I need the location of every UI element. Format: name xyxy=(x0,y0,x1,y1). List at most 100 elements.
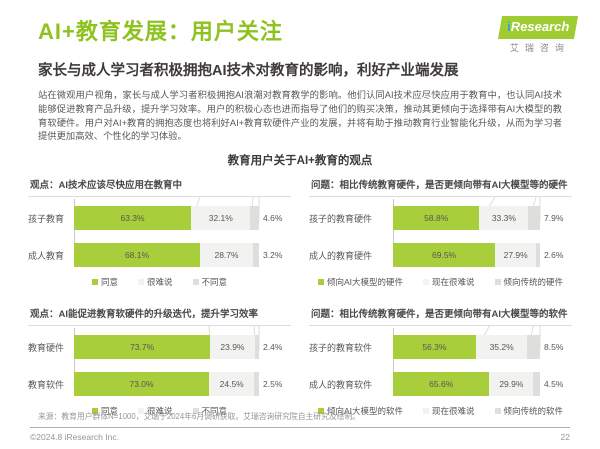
stacked-bar: 56.3% 35.2% xyxy=(393,335,540,359)
legend-swatch xyxy=(494,279,501,285)
last-segment-value: 2.5% xyxy=(263,379,283,389)
chart-plot-area: 孩子的教育硬件 58.8% 33.3% 7.9% 成人的教育硬件 69.5% 27.9% 2.… xyxy=(309,197,572,267)
section-title: 教育用户关于AI+教育的观点 xyxy=(227,155,373,167)
legend-item: 同意 xyxy=(91,276,118,288)
bar-segment: 73.7% xyxy=(74,335,211,359)
legend-swatch xyxy=(494,408,501,414)
legend-swatch xyxy=(317,408,324,414)
bar-row: 教育软件 73.0% 24.5% 2.5% xyxy=(28,372,291,396)
last-segment-value: 3.2% xyxy=(263,250,283,260)
stacked-bar: 68.1% 28.7% xyxy=(74,243,259,267)
bar-segment: 35.2% xyxy=(475,335,528,359)
bar-segment xyxy=(250,206,259,230)
bar-segment: 68.1% xyxy=(74,243,200,267)
bar-segment: 58.8% xyxy=(393,206,480,230)
iresearch-logo-text: iResearch xyxy=(507,19,569,34)
bar-segment xyxy=(528,206,540,230)
legend-item: 现在很难说 xyxy=(423,276,475,288)
bar-segment: 73.0% xyxy=(74,372,210,396)
chart-title: 问题：相比传统教育硬件，是否更倾向带有AI大模型等的软件 xyxy=(309,306,572,326)
chart-ai-apply-in-education: 观点：AI技术应该尽快应用在教育中 孩子教育 63.3% 32.1% 4.6% 成人教育… xyxy=(28,177,291,288)
legend-swatch xyxy=(91,408,98,414)
legend-swatch xyxy=(137,408,144,414)
bar-row: 成人教育 68.1% 28.7% 3.2% xyxy=(28,243,291,267)
bar-segment xyxy=(254,335,259,359)
stacked-bar: 65.6% 29.9% xyxy=(393,372,540,396)
stacked-bar: 73.7% 23.9% xyxy=(74,335,259,359)
bar-segment: 69.5% xyxy=(393,243,496,267)
bar-segment: 29.9% xyxy=(489,372,534,396)
legend-swatch xyxy=(137,279,144,285)
chart-legend: 倾向AI大模型的硬件 现在很难说 倾向传统的硬件 xyxy=(309,276,572,288)
chart-title: 观点：AI技术应该尽快应用在教育中 xyxy=(28,177,291,197)
chart-legend: 同意 很难说 不同意 xyxy=(28,276,291,288)
footer: 来源：教育用户群体N=1000，艾瑞于2024年6月调研获取。艾瑞咨询研究院自主… xyxy=(0,411,600,442)
category-label: 孩子的教育软件 xyxy=(309,342,373,353)
copyright-text: ©2024.8 iResearch Inc. xyxy=(30,432,119,442)
footer-divider xyxy=(30,427,570,428)
chart-legend: 倾向AI大模型的软件 现在很难说 倾向传统的软件 xyxy=(309,405,572,417)
bar-segment xyxy=(527,335,540,359)
stacked-bar: 73.0% 24.5% xyxy=(74,372,259,396)
bar-segment xyxy=(253,243,259,267)
bar-row: 成人的教育软件 65.6% 29.9% 4.5% xyxy=(309,372,572,396)
category-label: 教育硬件 xyxy=(28,342,65,353)
bar-row: 孩子的教育软件 56.3% 35.2% 8.5% xyxy=(309,335,572,359)
legend-item: 不同意 xyxy=(192,405,227,417)
stacked-bar: 63.3% 32.1% xyxy=(74,206,259,230)
charts-grid: 观点：AI技术应该尽快应用在教育中 孩子教育 63.3% 32.1% 4.6% 成人教育… xyxy=(28,177,572,417)
bar-segment: 56.3% xyxy=(393,335,476,359)
stacked-bar: 58.8% 33.3% xyxy=(393,206,540,230)
legend-item: 现在很难说 xyxy=(423,405,475,417)
category-label: 教育软件 xyxy=(28,379,65,390)
last-segment-value: 8.5% xyxy=(544,342,564,352)
bar-row: 成人的教育硬件 69.5% 27.9% 2.6% xyxy=(309,243,572,267)
chart-ai-upgrade-efficiency: 观点：AI能促进教育软硬件的升级迭代，提升学习效率 教育硬件 73.7% 23.9%… xyxy=(28,306,291,417)
chart-hardware-preference: 问题：相比传统教育硬件，是否更倾向带有AI大模型等的硬件 孩子的教育硬件 58.8… xyxy=(309,177,572,288)
logo-chinese-name: 艾瑞咨询 xyxy=(509,43,570,53)
bar-segment xyxy=(533,372,540,396)
bar-segment: 27.9% xyxy=(495,243,537,267)
legend-item: 倾向传统的软件 xyxy=(494,405,563,417)
legend-swatch xyxy=(91,279,98,285)
legend-item: 很难说 xyxy=(137,405,173,417)
last-segment-value: 7.9% xyxy=(544,213,564,223)
bar-row: 孩子教育 63.3% 32.1% 4.6% xyxy=(28,206,291,230)
intro-paragraph: 站在微观用户视角，家长与成人学习者积极拥抱AI浪潮对教育教学的影响。他们认同AI… xyxy=(38,90,562,142)
page-subtitle: 家长与成人学习者积极拥抱AI技术对教育的影响，利好产业端发展 xyxy=(38,63,459,79)
bar-segment: 32.1% xyxy=(191,206,251,230)
legend-swatch xyxy=(423,279,429,285)
bar-segment: 24.5% xyxy=(209,372,255,396)
legend-swatch xyxy=(192,279,199,285)
bar-segment: 63.3% xyxy=(74,206,192,230)
chart-plot-area: 孩子的教育软件 56.3% 35.2% 8.5% 成人的教育软件 65.6% 29.9% 4.… xyxy=(309,326,572,396)
header: AI+教育发展：用户关注 iResearch 艾瑞咨询 xyxy=(0,0,600,54)
category-label: 孩子教育 xyxy=(28,213,65,224)
legend-item: 同意 xyxy=(91,405,118,417)
source-note: 来源：教育用户群体N=1000，艾瑞于2024年6月调研获取。艾瑞咨询研究院自主… xyxy=(38,412,361,421)
category-label: 孩子的教育硬件 xyxy=(309,213,373,224)
bar-segment: 33.3% xyxy=(479,206,529,230)
legend-item: 倾向AI大模型的软件 xyxy=(317,405,403,417)
last-segment-value: 2.6% xyxy=(544,250,564,260)
chart-legend: 同意 很难说 不同意 xyxy=(28,405,291,417)
page-title: AI+教育发展：用户关注 xyxy=(38,19,283,44)
legend-item: 不同意 xyxy=(192,276,227,288)
logo-brand-text: Research xyxy=(510,19,570,34)
chart-title: 问题：相比传统教育硬件，是否更倾向带有AI大模型等的硬件 xyxy=(309,177,572,197)
bar-segment xyxy=(254,372,259,396)
legend-item: 倾向传统的硬件 xyxy=(494,276,563,288)
chart-software-preference: 问题：相比传统教育硬件，是否更倾向带有AI大模型等的软件 孩子的教育软件 56.3… xyxy=(309,306,572,417)
bar-row: 孩子的教育硬件 58.8% 33.3% 7.9% xyxy=(309,206,572,230)
bar-segment: 28.7% xyxy=(199,243,254,267)
last-segment-value: 4.5% xyxy=(544,379,564,389)
legend-swatch xyxy=(423,408,429,414)
stacked-bar: 69.5% 27.9% xyxy=(393,243,540,267)
category-label: 成人的教育硬件 xyxy=(309,250,373,261)
iresearch-logo-mark: iResearch xyxy=(497,16,579,39)
bar-row: 教育硬件 73.7% 23.9% 2.4% xyxy=(28,335,291,359)
category-label: 成人的教育软件 xyxy=(309,379,373,390)
legend-item: 倾向AI大模型的硬件 xyxy=(317,276,403,288)
legend-item: 很难说 xyxy=(137,276,173,288)
